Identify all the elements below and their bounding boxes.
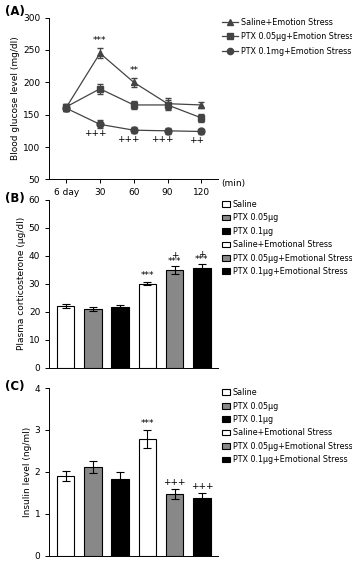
Bar	[57, 306, 75, 368]
Bar	[139, 439, 156, 556]
Bar	[166, 270, 183, 368]
Y-axis label: Plasma corticosterone (μg/dl): Plasma corticosterone (μg/dl)	[17, 217, 26, 350]
Text: (min): (min)	[222, 179, 246, 188]
Text: ***: ***	[141, 270, 154, 279]
Text: **: **	[129, 66, 138, 75]
Bar	[111, 479, 129, 556]
Text: +++: +++	[151, 135, 174, 145]
Text: +++: +++	[163, 477, 186, 486]
Bar	[166, 494, 183, 556]
Text: +: +	[198, 249, 206, 259]
Text: ***: ***	[141, 419, 154, 428]
Y-axis label: Blood glucose level (mg/dl): Blood glucose level (mg/dl)	[11, 36, 20, 161]
Y-axis label: Insulin level (ng/ml): Insulin level (ng/ml)	[23, 427, 32, 517]
Text: (C): (C)	[5, 380, 25, 393]
Text: ***: ***	[168, 256, 181, 266]
Text: (B): (B)	[5, 192, 25, 205]
Bar	[84, 309, 102, 368]
Bar	[193, 268, 211, 368]
Text: (A): (A)	[5, 5, 25, 18]
Text: +: +	[171, 251, 178, 260]
Legend: Saline+Emotion Stress, PTX 0.05μg+Emotion Stress, PTX 0.1mg+Emotion Stress: Saline+Emotion Stress, PTX 0.05μg+Emotio…	[222, 18, 352, 56]
Bar	[84, 467, 102, 556]
Text: ++: ++	[189, 136, 204, 145]
Legend: Saline, PTX 0.05μg, PTX 0.1μg, Saline+Emotional Stress, PTX 0.05μg+Emotional Str: Saline, PTX 0.05μg, PTX 0.1μg, Saline+Em…	[222, 200, 352, 276]
Text: +++: +++	[118, 135, 140, 143]
Bar	[57, 476, 75, 556]
Text: +++: +++	[84, 129, 106, 138]
Legend: Saline, PTX 0.05μg, PTX 0.1μg, Saline+Emotional Stress, PTX 0.05μg+Emotional Str: Saline, PTX 0.05μg, PTX 0.1μg, Saline+Em…	[222, 388, 352, 465]
Text: ***: ***	[93, 36, 107, 45]
Text: ***: ***	[195, 255, 209, 264]
Bar	[193, 498, 211, 556]
Bar	[139, 284, 156, 368]
Text: +++: +++	[191, 482, 213, 491]
Bar	[111, 308, 129, 368]
